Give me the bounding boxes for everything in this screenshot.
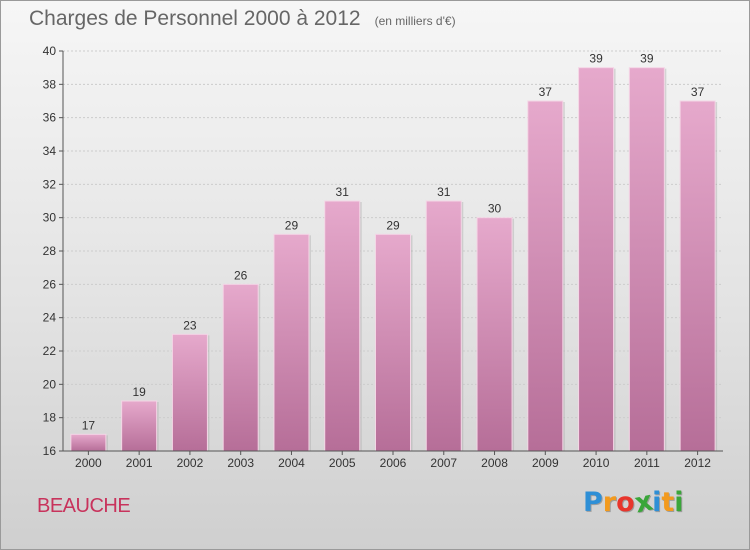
data-label: 39 [640, 52, 654, 66]
data-label: 26 [234, 268, 248, 282]
data-label: 31 [336, 185, 350, 199]
x-tick-label: 2010 [583, 456, 610, 470]
bar-2000 [70, 433, 107, 452]
y-tick-label: 18 [43, 411, 57, 425]
x-tick-label: 2012 [684, 456, 711, 470]
y-tick-label: 34 [43, 144, 57, 158]
x-tick-label: 2005 [329, 456, 356, 470]
data-label: 37 [539, 85, 553, 99]
chart-title: Charges de Personnel 2000 à 2012 (en mill… [29, 7, 456, 31]
y-tick-label: 38 [43, 77, 57, 91]
data-label: 37 [691, 85, 705, 99]
data-label: 29 [386, 218, 400, 232]
logo-letter: i [674, 487, 684, 518]
bar-2002 [171, 333, 208, 452]
data-label: 29 [285, 218, 299, 232]
logo-letter: r [602, 487, 617, 518]
y-tick-label: 16 [43, 444, 57, 458]
title-text: Charges de Personnel 2000 à 2012 [29, 7, 361, 30]
y-tick-label: 32 [43, 177, 57, 191]
bar-2008 [476, 217, 513, 452]
logo-letter: t [661, 487, 675, 518]
data-label: 39 [589, 52, 603, 66]
bar-2003 [222, 283, 259, 452]
bar-2011 [628, 67, 665, 452]
bar-2001 [121, 400, 158, 452]
x-tick-label: 2008 [481, 456, 508, 470]
data-label: 30 [488, 202, 502, 216]
proxiti-logo: Proxiti [583, 486, 684, 520]
bar-2006 [375, 233, 411, 452]
bar-2004 [273, 233, 310, 452]
axes: 16 18 20 22 24 26 28 30 32 34 36 38 40 2000 2001 2002 20… [43, 44, 723, 470]
data-label: 23 [183, 318, 197, 332]
bar-2012 [679, 100, 716, 452]
y-tick-label: 40 [43, 44, 57, 58]
data-labels: 17 19 23 26 29 31 29 31 30 37 39 39 37 [82, 52, 705, 433]
x-tick-label: 2002 [177, 456, 204, 470]
x-tick-label: 2001 [126, 456, 153, 470]
y-tick-label: 20 [43, 377, 57, 391]
bars [70, 67, 718, 452]
logo-letter: o [616, 487, 635, 518]
x-tick-label: 2007 [430, 456, 457, 470]
logo-letter: i [652, 487, 662, 518]
data-label: 17 [82, 418, 96, 432]
data-label: 31 [437, 185, 451, 199]
chart-subtitle: (en milliers d'€) [374, 14, 456, 28]
x-tick-label: 2009 [532, 456, 559, 470]
x-tick-label: 2004 [278, 456, 305, 470]
x-tick-label: 2003 [227, 456, 254, 470]
y-tick-label: 36 [43, 111, 57, 125]
y-tick-label: 26 [43, 277, 57, 291]
bar-2010 [578, 67, 615, 452]
x-tick-label: 2006 [380, 456, 407, 470]
data-label: 19 [132, 385, 146, 399]
bar-2009 [527, 100, 564, 452]
bar-2007 [425, 200, 462, 452]
logo-letter: P [583, 487, 603, 518]
place-name: BEAUCHE [37, 495, 131, 517]
y-tick-label: 22 [43, 344, 57, 358]
bar-2005 [324, 200, 361, 452]
y-tick-label: 24 [43, 311, 57, 325]
x-tick-label: 2011 [634, 456, 660, 470]
y-tick-label: 30 [43, 211, 57, 225]
x-tick-label: 2000 [75, 456, 102, 470]
y-tick-label: 28 [43, 244, 57, 258]
